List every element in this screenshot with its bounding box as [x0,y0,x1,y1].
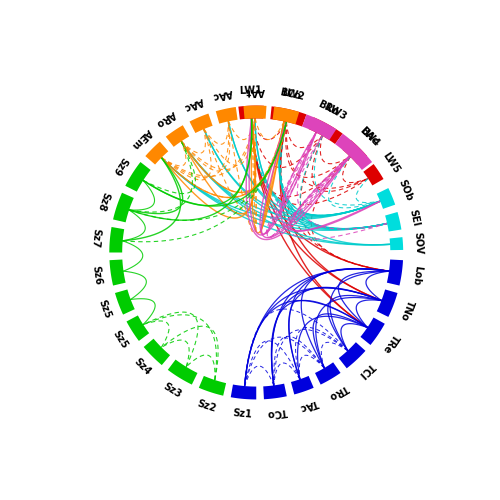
Polygon shape [126,316,149,341]
Polygon shape [110,227,124,252]
Text: Sz6: Sz6 [90,264,102,285]
Polygon shape [166,125,189,147]
Text: Sz1: Sz1 [232,408,252,420]
Text: BAc: BAc [358,126,380,147]
Text: Sz5: Sz5 [97,298,113,320]
Text: AEm: AEm [130,126,154,150]
Text: LW1: LW1 [239,86,262,96]
Text: Sz7: Sz7 [90,228,101,248]
Polygon shape [272,106,299,124]
Polygon shape [302,114,336,140]
Polygon shape [110,260,126,285]
Text: TRo: TRo [326,382,350,402]
Text: AAc: AAc [182,95,204,112]
Polygon shape [291,376,314,394]
Text: LW5: LW5 [380,151,402,176]
Text: Sz4: Sz4 [132,356,152,377]
Text: AAc: AAc [212,88,234,102]
Polygon shape [146,142,169,165]
Polygon shape [199,376,226,396]
Text: Sz9: Sz9 [110,155,130,176]
Text: ARo: ARo [154,108,178,129]
Text: TNo: TNo [398,298,415,322]
Polygon shape [144,338,170,365]
Text: TCl: TCl [356,361,376,380]
Polygon shape [364,164,384,186]
Polygon shape [376,188,395,209]
Polygon shape [230,384,256,400]
Text: TRe: TRe [380,332,400,354]
Polygon shape [308,117,342,144]
Polygon shape [216,107,238,124]
Polygon shape [390,237,403,250]
Text: Sz2: Sz2 [196,398,217,414]
Text: BRo: BRo [316,98,340,117]
Polygon shape [315,362,340,384]
Polygon shape [360,318,385,345]
Text: Sz3: Sz3 [161,381,183,400]
Polygon shape [270,106,306,126]
Polygon shape [335,134,372,170]
Text: LW3: LW3 [324,102,348,122]
Text: SOb: SOb [396,178,414,203]
Polygon shape [376,290,398,317]
Polygon shape [168,360,198,384]
Polygon shape [190,114,212,133]
Text: SEI: SEI [407,208,420,227]
Polygon shape [126,162,150,192]
Polygon shape [113,192,134,222]
Text: Sz5: Sz5 [110,328,130,350]
Polygon shape [244,106,266,119]
Polygon shape [342,140,367,164]
Polygon shape [339,342,365,368]
Text: LW4: LW4 [358,126,381,149]
Text: BCo: BCo [278,88,301,102]
Text: TCo: TCo [266,406,288,419]
Polygon shape [264,384,287,400]
Text: AAt: AAt [245,86,264,96]
Polygon shape [387,260,403,285]
Text: LW2: LW2 [280,88,305,102]
Text: TAc: TAc [298,398,320,413]
Text: SOV: SOV [412,231,423,254]
Text: Lob: Lob [410,264,422,285]
Text: Sz8: Sz8 [95,190,111,212]
Polygon shape [385,212,402,232]
Polygon shape [238,106,264,120]
Polygon shape [115,290,134,314]
